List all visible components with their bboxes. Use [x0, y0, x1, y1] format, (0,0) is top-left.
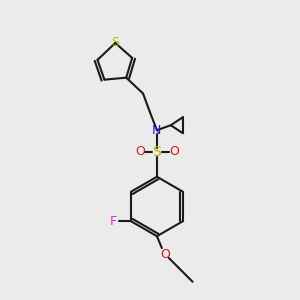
- Text: O: O: [160, 248, 170, 260]
- Text: F: F: [110, 215, 117, 228]
- Text: O: O: [135, 146, 145, 158]
- Text: O: O: [169, 146, 179, 158]
- Text: N: N: [152, 124, 162, 137]
- Text: S: S: [153, 145, 161, 159]
- Text: S: S: [111, 37, 119, 50]
